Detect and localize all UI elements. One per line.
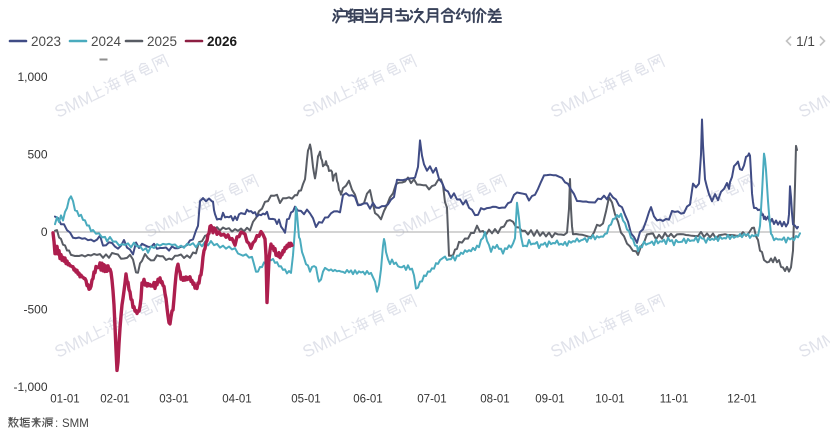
svg-text:08-01: 08-01	[480, 394, 509, 406]
svg-text:07-01: 07-01	[417, 394, 446, 406]
svg-text:12-01: 12-01	[727, 394, 756, 406]
svg-text::: :	[55, 418, 58, 430]
svg-text:02-01: 02-01	[100, 394, 129, 406]
svg-text:2025: 2025	[147, 34, 177, 49]
svg-text:04-01: 04-01	[222, 394, 251, 406]
svg-text:500: 500	[27, 148, 47, 162]
svg-text:10-01: 10-01	[595, 394, 624, 406]
svg-text:01-01: 01-01	[50, 394, 79, 406]
svg-text:1/1: 1/1	[796, 34, 815, 49]
svg-text:2024: 2024	[91, 34, 122, 49]
svg-text:11-01: 11-01	[660, 394, 689, 406]
svg-text:2023: 2023	[31, 34, 61, 49]
svg-text:-1,000: -1,000	[13, 380, 47, 394]
svg-text:1,000: 1,000	[17, 70, 47, 84]
svg-text:2026: 2026	[207, 34, 238, 49]
svg-text:06-01: 06-01	[353, 394, 382, 406]
svg-text:09-01: 09-01	[535, 394, 564, 406]
svg-text:-500: -500	[23, 303, 47, 317]
svg-text:SMM: SMM	[62, 418, 89, 430]
svg-text:03-01: 03-01	[159, 394, 188, 406]
svg-text:05-01: 05-01	[291, 394, 320, 406]
svg-text:0: 0	[41, 225, 48, 239]
